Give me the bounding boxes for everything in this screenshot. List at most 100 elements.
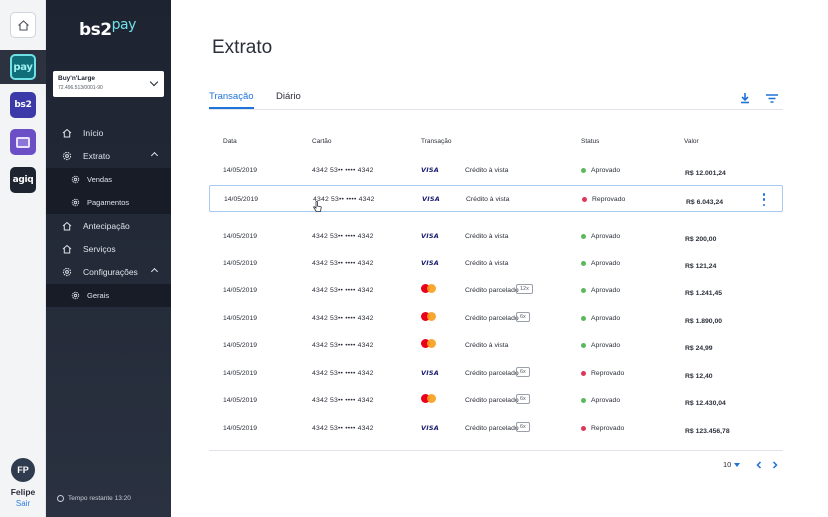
bs2pay-app-button[interactable]: pay: [10, 54, 36, 80]
status-badge: Aprovado: [581, 342, 620, 349]
home-button[interactable]: [10, 12, 36, 38]
row-status: Aprovado: [591, 260, 621, 267]
row-value: R$ 1.241,45: [685, 290, 723, 297]
row-transaction-type: Crédito parcelado: [465, 397, 519, 404]
user-name: Felipe: [10, 487, 36, 497]
installments-badge: 6x: [516, 394, 530, 404]
table-row[interactable]: 14/05/2019 4342 53•• •••• 4342 VISA Crédito…: [209, 223, 783, 250]
status-badge: Reprovado: [582, 196, 625, 203]
row-date: 14/05/2019: [223, 342, 258, 349]
row-transaction-type: Crédito parcelado: [465, 370, 519, 377]
sidebar-item-label: Início: [83, 128, 104, 138]
row-status: Aprovado: [591, 315, 621, 322]
status-dot: [581, 288, 586, 293]
mastercard-logo-icon: [421, 312, 436, 321]
agiq-app-button[interactable]: agiq: [10, 167, 36, 193]
sidebar-item-label: Configurações: [83, 267, 138, 277]
page-size-value: 10: [723, 460, 732, 469]
row-status: Aprovado: [591, 397, 621, 404]
extrato-submenu: [46, 168, 171, 214]
company-selector[interactable]: Buy'n'Large 72.496.513/0001-90: [53, 71, 164, 97]
gear-icon: [71, 198, 80, 207]
sidebar-item-configuracoes[interactable]: Configurações: [46, 261, 171, 283]
installments-badge: 6x: [516, 367, 530, 377]
row-card-number: 4342 53•• •••• 4342: [312, 342, 374, 349]
status-badge: Reprovado: [581, 425, 624, 432]
home-icon: [62, 244, 72, 254]
table-row[interactable]: 14/05/2019 4342 53•• •••• 4342 VISA Crédito…: [209, 360, 783, 387]
tab-transacao[interactable]: Transação: [209, 91, 254, 109]
row-status: Aprovado: [591, 167, 621, 174]
status-badge: Aprovado: [581, 167, 620, 174]
row-transaction-type: Crédito à vista: [465, 342, 509, 349]
agiq-app-label: agiq: [12, 175, 34, 185]
table-row[interactable]: 14/05/2019 4342 53•• •••• 4342 Crédito par…: [209, 387, 783, 414]
tab-diario[interactable]: Diário: [276, 91, 301, 102]
brand-suffix: pay: [111, 17, 137, 33]
row-card-number: 4342 53•• •••• 4342: [312, 287, 374, 294]
download-icon[interactable]: [739, 92, 751, 104]
bs2pay-app-label: pay: [13, 61, 33, 73]
row-date: 14/05/2019: [223, 260, 258, 267]
page-size-select[interactable]: 10: [723, 460, 741, 469]
table-row[interactable]: 14/05/2019 4342 53•• •••• 4342 VISA Crédito…: [209, 415, 783, 442]
avatar[interactable]: FP: [11, 458, 35, 482]
table-row[interactable]: 14/05/2019 4342 53•• •••• 4342 Crédito par…: [209, 305, 783, 332]
visa-logo-icon: VISA: [421, 369, 439, 377]
card-icon: [16, 136, 30, 148]
logout-link[interactable]: Sair: [15, 499, 31, 508]
visa-logo-icon: VISA: [421, 232, 439, 240]
table-row[interactable]: 14/05/2019 4342 53•• •••• 4342 VISA Crédito…: [209, 157, 783, 184]
chevron-left-icon[interactable]: [755, 461, 763, 469]
table-row[interactable]: 14/05/2019 4342 53•• •••• 4342 VISA Crédito…: [209, 185, 783, 212]
status-dot: [581, 343, 586, 348]
bs2-app-button[interactable]: bs2: [10, 92, 36, 118]
row-value: R$ 121,24: [685, 263, 717, 270]
status-badge: Aprovado: [581, 397, 620, 404]
home-icon: [62, 221, 72, 231]
chevron-up-icon: [150, 151, 159, 160]
visa-logo-icon: VISA: [421, 166, 439, 174]
sidebar-item-extrato[interactable]: Extrato: [46, 145, 171, 167]
table-header: Data Cartão Transação Status Valor: [223, 137, 783, 147]
sidebar-item-pagamentos[interactable]: Pagamentos: [46, 191, 171, 213]
row-status: Aprovado: [591, 287, 621, 294]
visa-logo-icon: VISA: [421, 259, 439, 267]
session-timer-text: Tempo restante 13:20: [68, 495, 131, 502]
sidebar-item-antecipacao[interactable]: Antecipação: [46, 215, 171, 237]
row-value: R$ 12.430,04: [685, 400, 726, 407]
sidebar-item-label: Pagamentos: [87, 197, 130, 207]
table-row[interactable]: 14/05/2019 4342 53•• •••• 4342 VISA Crédito…: [209, 250, 783, 277]
sidebar-item-inicio[interactable]: Início: [46, 122, 171, 144]
status-dot: [581, 168, 586, 173]
row-transaction-type: Crédito parcelado: [465, 315, 519, 322]
gear-icon: [62, 151, 72, 161]
row-card-number: 4342 53•• •••• 4342: [312, 397, 374, 404]
installments-badge: 6x: [516, 422, 530, 432]
table-row[interactable]: 14/05/2019 4342 53•• •••• 4342 Crédito à v…: [209, 332, 783, 359]
filter-icon[interactable]: [765, 92, 779, 104]
row-date: 14/05/2019: [223, 287, 258, 294]
sidebar-item-vendas[interactable]: Vendas: [46, 168, 171, 190]
card-app-button[interactable]: [10, 129, 36, 155]
row-card-number: 4342 53•• •••• 4342: [312, 425, 374, 432]
row-value: R$ 6.043,24: [686, 199, 724, 206]
visa-logo-icon: VISA: [421, 424, 439, 432]
row-date: 14/05/2019: [223, 233, 258, 240]
table-row[interactable]: 14/05/2019 4342 53•• •••• 4342 Crédito par…: [209, 277, 783, 304]
more-options-icon[interactable]: [762, 193, 766, 206]
row-status: Aprovado: [591, 342, 621, 349]
sidebar-item-gerais[interactable]: Gerais: [46, 284, 171, 306]
row-value: R$ 12,40: [685, 373, 713, 380]
row-value: R$ 200,00: [685, 236, 717, 243]
row-date: 14/05/2019: [223, 315, 258, 322]
status-dot: [581, 316, 586, 321]
sidebar-item-servicos[interactable]: Serviços: [46, 238, 171, 260]
brand-name: bs2: [79, 20, 112, 40]
row-status: Reprovado: [591, 425, 625, 432]
chevron-right-icon[interactable]: [771, 461, 779, 469]
column-header-transaction: Transação: [421, 138, 452, 145]
sidebar-item-label: Antecipação: [83, 221, 130, 231]
row-date: 14/05/2019: [223, 425, 258, 432]
